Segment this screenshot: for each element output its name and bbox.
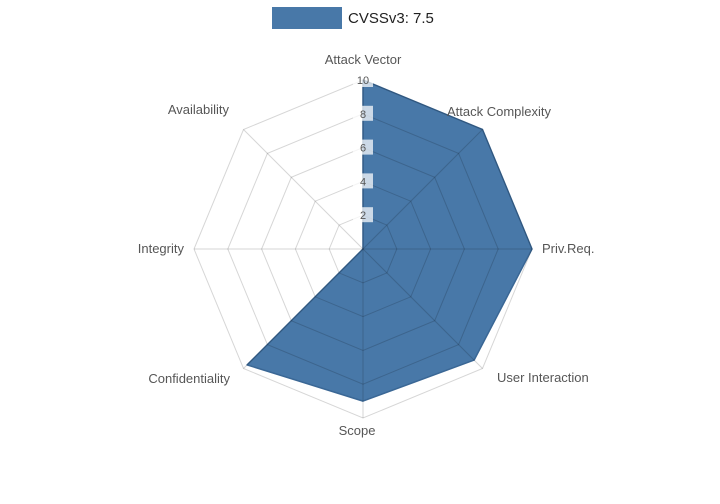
tick-label: 8 <box>360 109 366 121</box>
axis-label: Priv.Req. <box>542 241 595 256</box>
axis-label: Availability <box>168 102 230 117</box>
tick-label: 10 <box>357 75 369 87</box>
tick-label-box <box>353 72 373 87</box>
axis-label: User Interaction <box>497 370 589 385</box>
series-polygon <box>246 79 533 402</box>
radar-grid <box>193 79 533 419</box>
axis-label: Attack Complexity <box>447 104 552 119</box>
radial-tick-labels: 2 4 6 8 10 <box>353 72 373 223</box>
axis-label: Confidentiality <box>148 371 230 386</box>
legend-label: CVSSv3: 7.5 <box>348 9 434 27</box>
tick-label: 6 <box>360 143 366 155</box>
tick-label-box <box>353 105 373 121</box>
legend-swatch <box>272 7 342 29</box>
legend[interactable]: CVSSv3: 7.5 <box>272 7 434 29</box>
axis-labels: Attack Vector Attack Complexity Priv.Req. U… <box>138 52 595 438</box>
tick-label: 4 <box>360 176 366 188</box>
axis-label: Integrity <box>138 241 185 256</box>
tick-label-box <box>353 139 373 155</box>
axis-label: Attack Vector <box>325 52 402 67</box>
axis-label: Scope <box>339 423 376 438</box>
tick-label-box <box>353 173 373 189</box>
tick-label-box <box>353 207 373 223</box>
tick-label: 2 <box>360 210 366 222</box>
